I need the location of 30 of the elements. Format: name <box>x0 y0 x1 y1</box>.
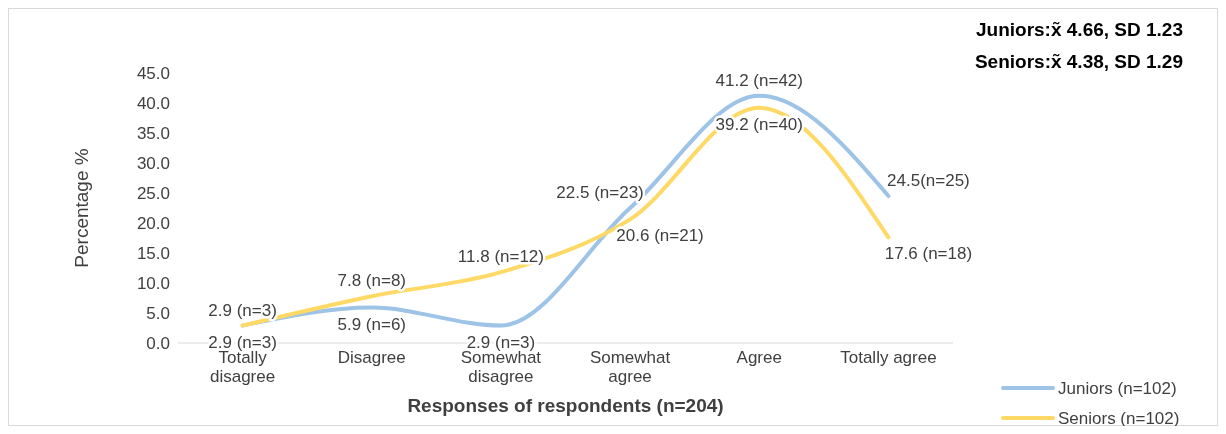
y-tick-label: 45.0 <box>136 63 170 83</box>
x-tick-label: Disagree <box>337 348 406 367</box>
y-tick-label: 15.0 <box>136 243 170 263</box>
data-label: 17.6 (n=18) <box>884 244 973 264</box>
data-label: 20.6 (n=21) <box>616 226 704 246</box>
data-label: 2.9 (n=3) <box>208 332 277 352</box>
y-tick-label: 10.0 <box>136 273 170 293</box>
y-tick-label: 0.0 <box>146 333 170 353</box>
y-tick-label: 35.0 <box>136 123 170 143</box>
y-tick-label: 30.0 <box>136 153 170 173</box>
data-label: 24.5(n=25) <box>887 171 970 190</box>
data-label: 41.2 (n=42) <box>715 70 803 90</box>
data-label: 7.8 (n=8) <box>337 271 407 291</box>
text: Juniors:x̃ 4.66, SD 1.23 <box>976 19 1183 40</box>
y-tick-label: 25.0 <box>136 183 170 203</box>
y-tick-label: 5.0 <box>146 303 170 323</box>
data-label: 22.5 (n=23) <box>556 183 644 202</box>
y-tick-label: 40.0 <box>136 93 170 113</box>
text: Seniors:x̃ 4.38, SD 1.29 <box>974 51 1183 72</box>
x-tick-label: Somewhat agree <box>589 348 671 386</box>
y-tick-label: 20.0 <box>136 213 170 233</box>
y-axis-title: Percentage % <box>71 148 92 268</box>
data-label: 11.8 (n=12) <box>457 247 544 267</box>
data-label: 5.9 (n=6) <box>337 314 407 334</box>
x-axis-title: Responses of respondents (n=204) <box>407 395 724 416</box>
x-tick-label: Totally agree <box>840 348 937 367</box>
x-tick-label: Agree <box>736 348 782 367</box>
legend-label: Juniors (n=102) <box>1058 378 1177 398</box>
data-label: 2.9 (n=3) <box>466 332 536 352</box>
data-label: 2.9 (n=3) <box>208 300 277 320</box>
